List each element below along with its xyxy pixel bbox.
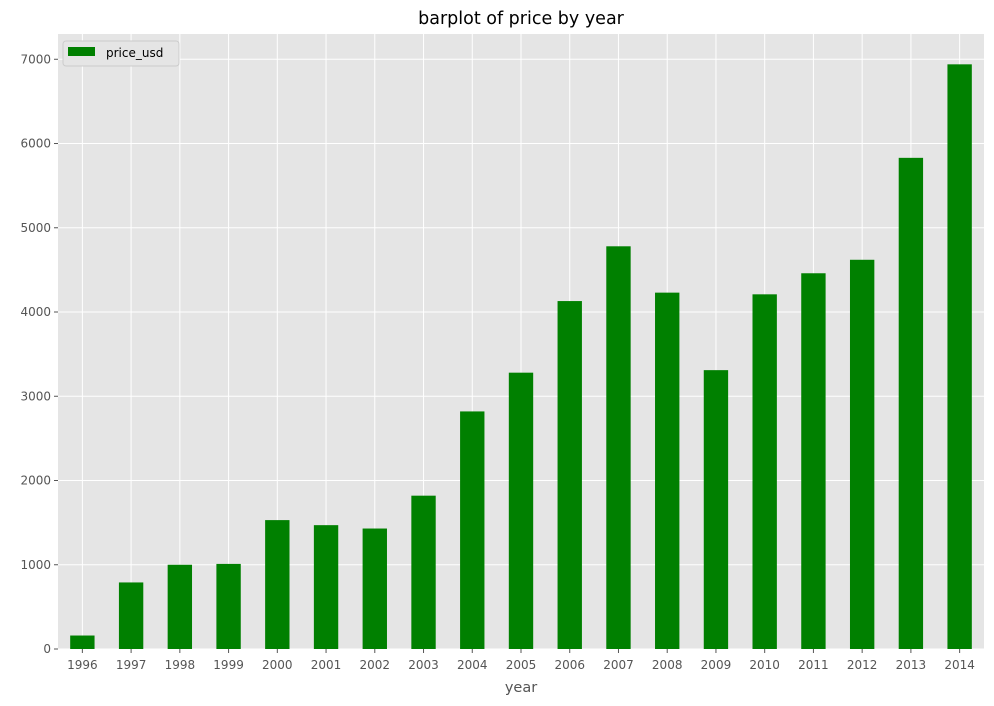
- bar-2000: [265, 520, 290, 649]
- x-axis-label: year: [505, 680, 537, 696]
- bar-1997: [118, 582, 144, 649]
- x-tick-label: 2011: [798, 658, 829, 672]
- x-tick-label: 2006: [554, 658, 585, 672]
- bar-1999: [216, 563, 241, 649]
- y-tick-label: 1000: [20, 558, 51, 572]
- legend: price_usd: [62, 40, 180, 67]
- y-tick-label: 5000: [20, 221, 51, 235]
- x-tick-label: 2013: [896, 658, 927, 672]
- x-tick-label: 1997: [116, 658, 147, 672]
- x-tick-label: 2008: [652, 658, 683, 672]
- bar-2006: [557, 301, 582, 649]
- legend-label: price_usd: [106, 46, 163, 60]
- bar-1998: [167, 564, 193, 649]
- bar-2005: [508, 372, 534, 649]
- bar-2011: [801, 273, 826, 649]
- x-tick-label: 2003: [408, 658, 439, 672]
- x-axis-ticks: 1996 1997 1998 1999 2000 2001 2002 2003 2004 2005…: [67, 649, 975, 672]
- bar-2013: [898, 157, 924, 649]
- x-tick-label: 2012: [847, 658, 878, 672]
- y-tick-label: 7000: [20, 52, 51, 66]
- bar-2014: [947, 64, 972, 650]
- legend-swatch: [68, 47, 95, 56]
- bar-2007: [606, 246, 631, 649]
- bar-2004: [460, 411, 485, 649]
- bar-2003: [411, 495, 436, 649]
- y-axis-ticks: 0 1000 2000 3000 4000 5000 6000 7000: [20, 52, 58, 656]
- bar-2001: [313, 525, 339, 649]
- x-tick-label: 2009: [701, 658, 732, 672]
- bar-2010: [752, 294, 777, 649]
- bars: [70, 64, 972, 650]
- y-tick-label: 2000: [20, 474, 51, 488]
- x-tick-label: 2014: [944, 658, 975, 672]
- y-tick-label: 3000: [20, 389, 51, 403]
- x-tick-label: 1996: [67, 658, 98, 672]
- bar-2012: [849, 259, 875, 649]
- y-tick-label: 0: [43, 642, 51, 656]
- chart-title: barplot of price by year: [418, 9, 625, 29]
- x-tick-label: 2001: [311, 658, 342, 672]
- bar-1996: [70, 635, 95, 649]
- x-tick-label: 2010: [749, 658, 780, 672]
- y-tick-label: 6000: [20, 137, 51, 151]
- x-tick-label: 1999: [213, 658, 244, 672]
- bar-2002: [362, 528, 387, 649]
- bar-2009: [703, 370, 729, 649]
- x-tick-label: 2002: [360, 658, 391, 672]
- x-tick-label: 2005: [506, 658, 537, 672]
- x-tick-label: 1998: [165, 658, 196, 672]
- y-tick-label: 4000: [20, 305, 51, 319]
- x-tick-label: 2004: [457, 658, 488, 672]
- bar-2008: [655, 292, 680, 649]
- x-tick-label: 2000: [262, 658, 293, 672]
- x-tick-label: 2007: [603, 658, 634, 672]
